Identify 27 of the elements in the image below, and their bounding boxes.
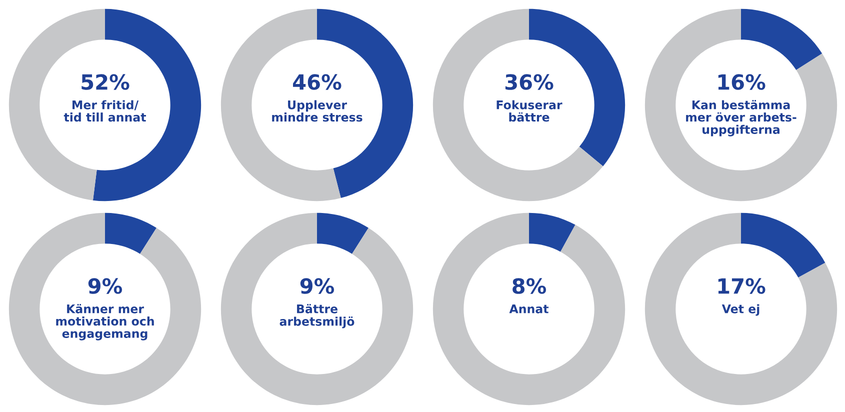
data-label: 17%: [718, 278, 766, 294]
data-label: 9%: [88, 278, 122, 294]
donut-slice: [105, 212, 156, 254]
donut-slice: [741, 212, 826, 278]
data-label: 8%: [512, 278, 546, 294]
text: Upplever mindre stress: [272, 100, 362, 122]
donut-slice: [220, 212, 414, 406]
text: Fokuserar bättre: [496, 100, 562, 122]
data-label: 9%: [300, 278, 334, 294]
donut-slice: [432, 8, 604, 202]
donut-slice: [741, 8, 822, 70]
data-label: 46%: [293, 74, 342, 90]
data-label: 36%: [505, 74, 554, 90]
text: Kan bestämma mer över arbets- uppgifterna: [686, 100, 796, 136]
donut-slice: [644, 8, 838, 202]
donut-slice: [529, 212, 576, 252]
text: Vet ej: [722, 304, 760, 316]
text: Bättre arbetsmiljö: [280, 304, 354, 328]
text: Känner mer motivation och engagemang: [56, 304, 154, 340]
donut-slice: [432, 212, 626, 406]
donut-slice: [644, 212, 838, 406]
donut-slice: [317, 212, 368, 254]
data-label: 16%: [718, 74, 766, 90]
data-label: 52%: [82, 74, 130, 90]
text: Mer fritid/ tid till annat: [64, 100, 146, 122]
donut-slice: [8, 212, 202, 406]
text: Annat: [509, 304, 549, 314]
